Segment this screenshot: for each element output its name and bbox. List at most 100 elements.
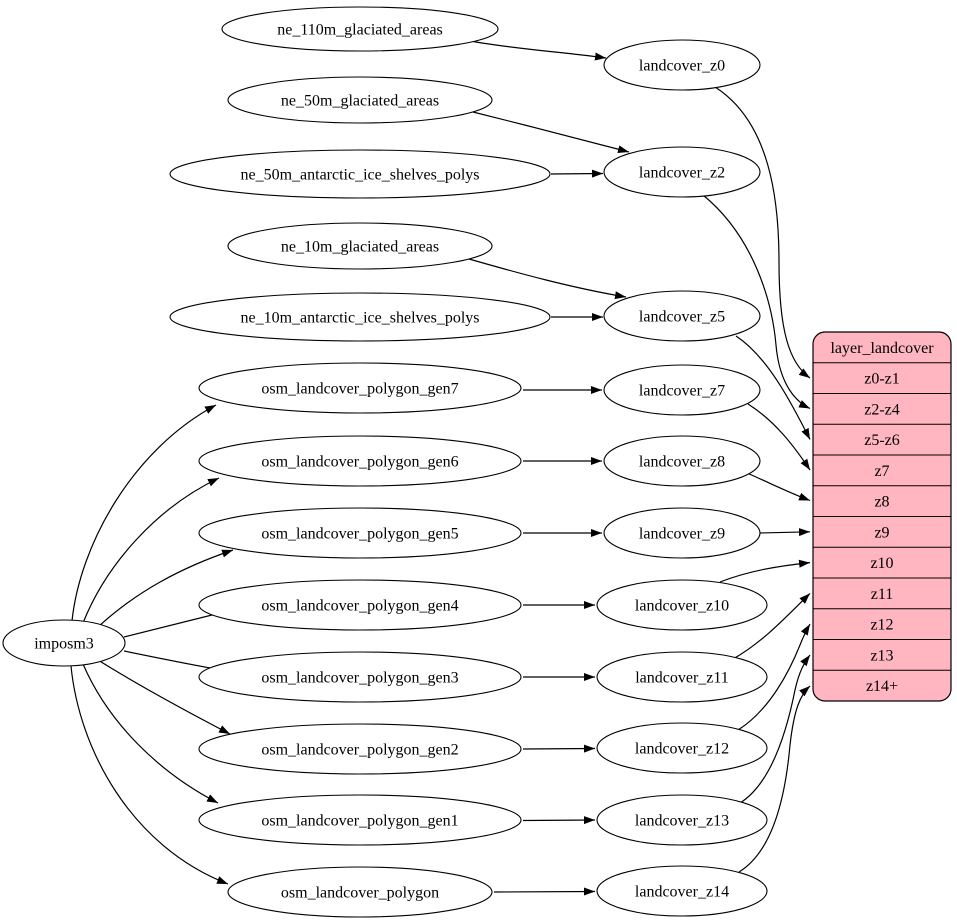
- edge-ne_10m_glaciated_areas-landcover_z5: [468, 258, 627, 300]
- node-landcover_z14: landcover_z14: [596, 865, 768, 917]
- edge-ne_50m_glaciated_areas-landcover_z2: [472, 111, 630, 154]
- node-label: landcover_z9: [639, 526, 725, 543]
- node-label: ne_10m_glaciated_areas: [281, 239, 439, 256]
- node-shape: [596, 651, 768, 703]
- edge-landcover_z7-row-z7: [747, 403, 811, 471]
- node-landcover_z13: landcover_z13: [596, 794, 768, 846]
- node-label: osm_landcover_polygon_gen6: [261, 454, 458, 471]
- edge-landcover_z8-row-z8: [746, 472, 811, 502]
- node-label: ne_50m_antarctic_ice_shelves_polys: [240, 167, 479, 184]
- edge-landcover_z9-row-z9: [759, 528, 811, 537]
- node-osm_landcover_polygon_gen1: osm_landcover_polygon_gen1: [198, 794, 522, 846]
- node-label: landcover_z5: [639, 309, 725, 326]
- node-osm_landcover_polygon_gen2: osm_landcover_polygon_gen2: [198, 723, 522, 775]
- node-label: landcover_z2: [639, 165, 725, 182]
- node-label: landcover_z14: [635, 884, 729, 901]
- node-ne_110m_glaciated_areas: ne_110m_glaciated_areas: [221, 6, 499, 52]
- node-ne_50m_glaciated_areas: ne_50m_glaciated_areas: [227, 76, 493, 124]
- edge-imposm3-osm_landcover_polygon_gen2: [97, 659, 231, 735]
- node-shape: [603, 290, 761, 342]
- layer-row-z11: z11: [871, 586, 894, 603]
- edge-landcover_z11-row-z11: [732, 592, 811, 660]
- node-landcover_z7: landcover_z7: [603, 364, 761, 416]
- node-imposm3: imposm3: [2, 619, 126, 667]
- node-label: osm_landcover_polygon_gen5: [261, 526, 458, 543]
- node-shape: [198, 723, 522, 775]
- node-osm_landcover_polygon_gen6: osm_landcover_polygon_gen6: [198, 435, 522, 487]
- node-shape: [198, 794, 522, 846]
- edge-landcover_z14-row-z14plus: [738, 685, 811, 873]
- edge-landcover_z12-row-z12: [737, 623, 811, 731]
- edge-landcover_z13-row-z13: [739, 654, 811, 804]
- node-shape: [603, 39, 761, 91]
- layer-row-z7: z7: [874, 463, 889, 480]
- node-shape: [596, 579, 768, 631]
- node-label: ne_50m_glaciated_areas: [281, 93, 439, 110]
- node-shape: [227, 76, 493, 124]
- edge-imposm3-osm_landcover_polygon_gen6: [82, 477, 220, 624]
- node-label: osm_landcover_polygon_gen3: [261, 670, 458, 687]
- node-ne_10m_glaciated_areas: ne_10m_glaciated_areas: [227, 222, 493, 270]
- nodes: imposm3 ne_110m_glaciated_areas ne_50m_g…: [2, 6, 768, 918]
- node-label: landcover_z12: [635, 741, 729, 758]
- node-label: landcover_z0: [639, 58, 725, 75]
- node-label: osm_landcover_polygon: [281, 885, 439, 902]
- edge-landcover_z5-row-z5-z6: [735, 335, 811, 440]
- layer-row-z0-z1: z0-z1: [864, 371, 900, 388]
- node-label: landcover_z11: [635, 670, 729, 687]
- edge-landcover_z2-row-z2-z4: [702, 194, 811, 410]
- layer-row-z10: z10: [870, 555, 893, 572]
- node-shape: [603, 364, 761, 416]
- node-shape: [198, 579, 522, 631]
- node-label: osm_landcover_polygon_gen1: [261, 813, 458, 830]
- edge-ne_50m_antarctic_ice_shelves_polys-landcover_z2: [550, 169, 604, 178]
- node-shape: [596, 865, 768, 917]
- node-osm_landcover_polygon_gen3: osm_landcover_polygon_gen3: [198, 651, 522, 703]
- edge-ne_110m_glaciated_areas-landcover_z0: [469, 40, 607, 61]
- edge-landcover_z0-row-z0-z1: [714, 86, 811, 379]
- table-layer-landcover: layer_landcover z0-z1 z2-z4 z5-z6 z7 z8 …: [812, 331, 952, 702]
- node-label: landcover_z13: [635, 813, 729, 830]
- node-shape: [169, 292, 551, 342]
- edge-imposm3-osm_landcover_polygon: [70, 665, 229, 885]
- node-landcover_z12: landcover_z12: [596, 722, 768, 774]
- node-ne_10m_antarctic_ice_shelves_polys: ne_10m_antarctic_ice_shelves_polys: [169, 292, 551, 342]
- node-shape: [169, 149, 551, 199]
- node-osm_landcover_polygon_gen5: osm_landcover_polygon_gen5: [198, 507, 522, 559]
- node-landcover_z11: landcover_z11: [596, 651, 768, 703]
- edge-landcover_z10-row-z10: [719, 559, 811, 583]
- edges: [70, 40, 811, 896]
- node-label: osm_landcover_polygon_gen4: [261, 598, 458, 615]
- node-ne_50m_antarctic_ice_shelves_polys: ne_50m_antarctic_ice_shelves_polys: [169, 149, 551, 199]
- edge-imposm3-osm_landcover_polygon_gen7: [71, 404, 217, 622]
- node-label: osm_landcover_polygon_gen7: [261, 381, 458, 398]
- layer-row-z8: z8: [874, 494, 889, 511]
- node-shape: [603, 435, 761, 487]
- node-shape: [227, 866, 493, 918]
- node-osm_landcover_polygon_gen7: osm_landcover_polygon_gen7: [198, 362, 522, 414]
- node-shape: [596, 794, 768, 846]
- edge-imposm3-osm_landcover_polygon_gen1: [82, 663, 219, 804]
- edge-imposm3-osm_landcover_polygon_gen5: [97, 549, 234, 628]
- node-label: ne_110m_glaciated_areas: [277, 22, 443, 39]
- node-shape: [198, 362, 522, 414]
- node-shape: [198, 507, 522, 559]
- node-shape: [221, 6, 499, 52]
- node-landcover_z10: landcover_z10: [596, 579, 768, 631]
- node-label: landcover_z7: [639, 383, 725, 400]
- layer-row-z9: z9: [874, 525, 889, 542]
- node-shape: [596, 722, 768, 774]
- layer-landcover-header: layer_landcover: [830, 340, 934, 357]
- layer-row-z12: z12: [870, 617, 893, 634]
- node-label: landcover_z8: [639, 454, 725, 471]
- node-label: ne_10m_antarctic_ice_shelves_polys: [240, 310, 479, 327]
- node-landcover_z2: landcover_z2: [603, 146, 761, 198]
- layer-row-z2-z4: z2-z4: [864, 402, 900, 419]
- node-label: osm_landcover_polygon_gen2: [261, 742, 458, 759]
- node-label: landcover_z10: [635, 598, 729, 615]
- node-shape: [603, 146, 761, 198]
- node-landcover_z9: landcover_z9: [603, 507, 761, 559]
- edge-osm_landcover_polygon_gen2-landcover_z12: [522, 744, 596, 753]
- node-landcover_z5: landcover_z5: [603, 290, 761, 342]
